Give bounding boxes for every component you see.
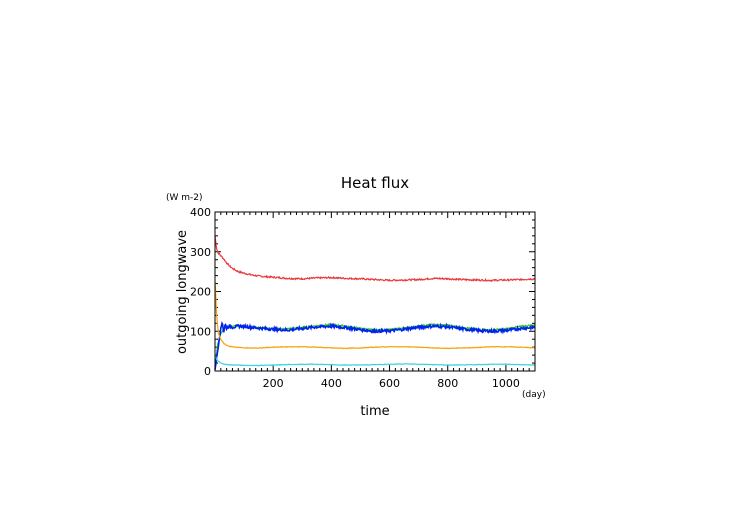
chart-title: Heat flux (341, 174, 409, 192)
series-line (214, 321, 536, 371)
x-tick-label: 400 (321, 377, 342, 390)
x-tick-label: 200 (263, 377, 284, 390)
y-tick-label: 100 (190, 325, 211, 338)
series-line (214, 235, 536, 283)
y-unit-label: (W m-2) (166, 193, 203, 203)
x-axis-label: time (360, 404, 389, 419)
y-tick-label: 400 (190, 206, 211, 219)
y-tick-label: 200 (190, 286, 211, 299)
x-tick-label: 600 (379, 377, 400, 390)
axis-tick-labels: 200 400 600 800 1000 0 100 200 300 400 (190, 206, 520, 390)
x-tick-label: 800 (437, 377, 458, 390)
y-tick-label: 0 (204, 365, 211, 378)
plot-frame (214, 211, 536, 372)
y-axis-label: outgoing longwave (175, 230, 190, 354)
series-line (214, 355, 535, 367)
series-line (214, 281, 536, 350)
series-layer (214, 235, 536, 371)
x-tick-label: 1000 (492, 377, 520, 390)
y-tick-label: 300 (190, 246, 211, 259)
x-unit-label: (day) (522, 390, 546, 400)
